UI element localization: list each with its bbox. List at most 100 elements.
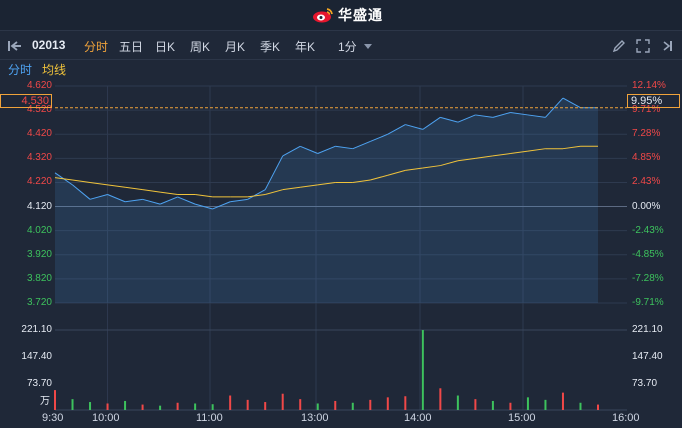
volume-axis-label-right: 147.40 <box>632 351 663 362</box>
volume-bar <box>124 400 127 410</box>
volume-axis-label: 73.70 <box>26 378 52 389</box>
volume-bar <box>439 388 442 410</box>
price-area-fill <box>55 98 598 303</box>
price-line-segment <box>264 155 284 190</box>
tab-weekly-k[interactable]: 周K <box>190 40 211 54</box>
percent-axis-label: -2.43% <box>632 224 664 236</box>
current-price-tag: 4.530 <box>0 94 52 108</box>
average-line-segment <box>457 157 476 162</box>
price-line-segment <box>457 114 476 123</box>
volume-bar <box>264 402 267 410</box>
price-line-segment <box>562 97 581 109</box>
intraday-chart[interactable] <box>0 80 682 428</box>
tab-daily-k[interactable]: 日K <box>155 40 176 54</box>
draw-pen-icon[interactable] <box>612 39 626 53</box>
time-axis-label: 11:00 <box>196 412 223 424</box>
average-line-segment <box>317 181 336 186</box>
volume-bar <box>106 403 109 410</box>
volume-bar <box>509 402 512 410</box>
tab-intraday[interactable]: 分时 <box>84 40 109 54</box>
average-line-segment <box>54 177 73 181</box>
tab-average-line[interactable]: 均线 <box>42 63 67 77</box>
volume-bar <box>491 400 494 410</box>
volume-bar <box>159 405 162 410</box>
tab-five-day[interactable]: 五日 <box>119 40 144 54</box>
average-line-segment <box>142 189 161 193</box>
average-line-segment <box>195 194 213 198</box>
price-line-segment <box>492 112 511 118</box>
time-axis-label: 16:00 <box>612 412 640 424</box>
price-line-segment <box>527 114 546 118</box>
volume-bar <box>211 404 214 410</box>
chevron-down-icon[interactable] <box>364 44 372 49</box>
collapse-sidebar-icon[interactable] <box>8 40 22 52</box>
average-line-segment <box>527 148 546 152</box>
time-axis-label: 10:00 <box>92 412 120 424</box>
percent-axis-label: -9.71% <box>632 297 664 308</box>
price-line-segment <box>72 184 91 200</box>
volume-bar <box>71 399 74 410</box>
price-line-segment <box>352 140 371 150</box>
time-axis-label: 9:30 <box>42 412 64 424</box>
price-line-segment <box>475 114 493 118</box>
price-axis-label: 4.520 <box>26 104 52 116</box>
percent-axis-label: 9.71% <box>632 104 661 116</box>
average-line-segment <box>352 179 371 183</box>
price-line-segment <box>317 145 336 154</box>
volume-bar <box>421 330 424 410</box>
brand-name: 华盛通 <box>338 7 383 23</box>
percent-axis-label: -7.28% <box>632 272 664 284</box>
average-line-segment <box>300 184 318 188</box>
price-axis-label: 4.020 <box>26 224 52 236</box>
volume-bar <box>141 404 144 410</box>
volume-bar <box>561 392 564 410</box>
average-line-segment <box>72 179 91 183</box>
price-line-segment <box>440 116 459 123</box>
volume-bar <box>281 393 284 410</box>
average-line-segment <box>562 145 581 150</box>
time-axis-label: 15:00 <box>508 412 536 424</box>
volume-bar <box>299 399 302 410</box>
volume-bar <box>89 402 92 410</box>
price-line-segment <box>194 203 213 210</box>
average-line-segment <box>475 155 493 159</box>
price-line-segment <box>370 133 388 142</box>
price-axis-label: 3.820 <box>26 272 52 284</box>
average-line-segment <box>160 191 178 195</box>
price-line-segment <box>124 198 143 203</box>
average-line-segment <box>89 181 108 186</box>
price-axis-label: 4.320 <box>26 152 52 164</box>
tab-monthly-k[interactable]: 月K <box>225 40 246 54</box>
price-line-segment <box>142 198 161 205</box>
average-line-segment <box>265 189 283 195</box>
weibo-icon <box>313 8 333 23</box>
brand-logo: 华盛通 <box>312 5 383 25</box>
time-axis-label: 14:00 <box>404 412 432 424</box>
average-line-segment <box>370 174 388 181</box>
tab-intraday-line[interactable]: 分时 <box>8 63 33 77</box>
percent-axis-label: 0.00% <box>632 200 661 212</box>
stock-code: 02013 <box>32 38 66 52</box>
price-line-segment <box>89 194 108 200</box>
percent-axis-label: 2.43% <box>632 176 661 188</box>
price-line-segment <box>230 198 248 203</box>
interval-select[interactable]: 1分 <box>338 40 357 54</box>
volume-axis-label: 221.10 <box>21 324 52 335</box>
average-line-segment <box>387 169 406 176</box>
fullscreen-icon[interactable] <box>636 39 650 53</box>
price-line-segment <box>107 194 126 203</box>
expand-panel-icon[interactable] <box>659 39 673 53</box>
tab-yearly-k[interactable]: 年K <box>295 40 316 54</box>
volume-axis-label-right: 221.10 <box>632 324 663 335</box>
price-line-segment <box>282 145 301 157</box>
volume-bar <box>246 399 249 410</box>
volume-bar <box>176 402 179 410</box>
average-line-segment <box>440 160 459 167</box>
tab-quarterly-k[interactable]: 季K <box>260 40 281 54</box>
price-line-segment <box>387 124 406 135</box>
average-line-segment <box>282 186 301 191</box>
volume-bar <box>316 403 319 410</box>
price-axis-label: 4.620 <box>26 80 52 91</box>
volume-bar <box>194 403 197 410</box>
